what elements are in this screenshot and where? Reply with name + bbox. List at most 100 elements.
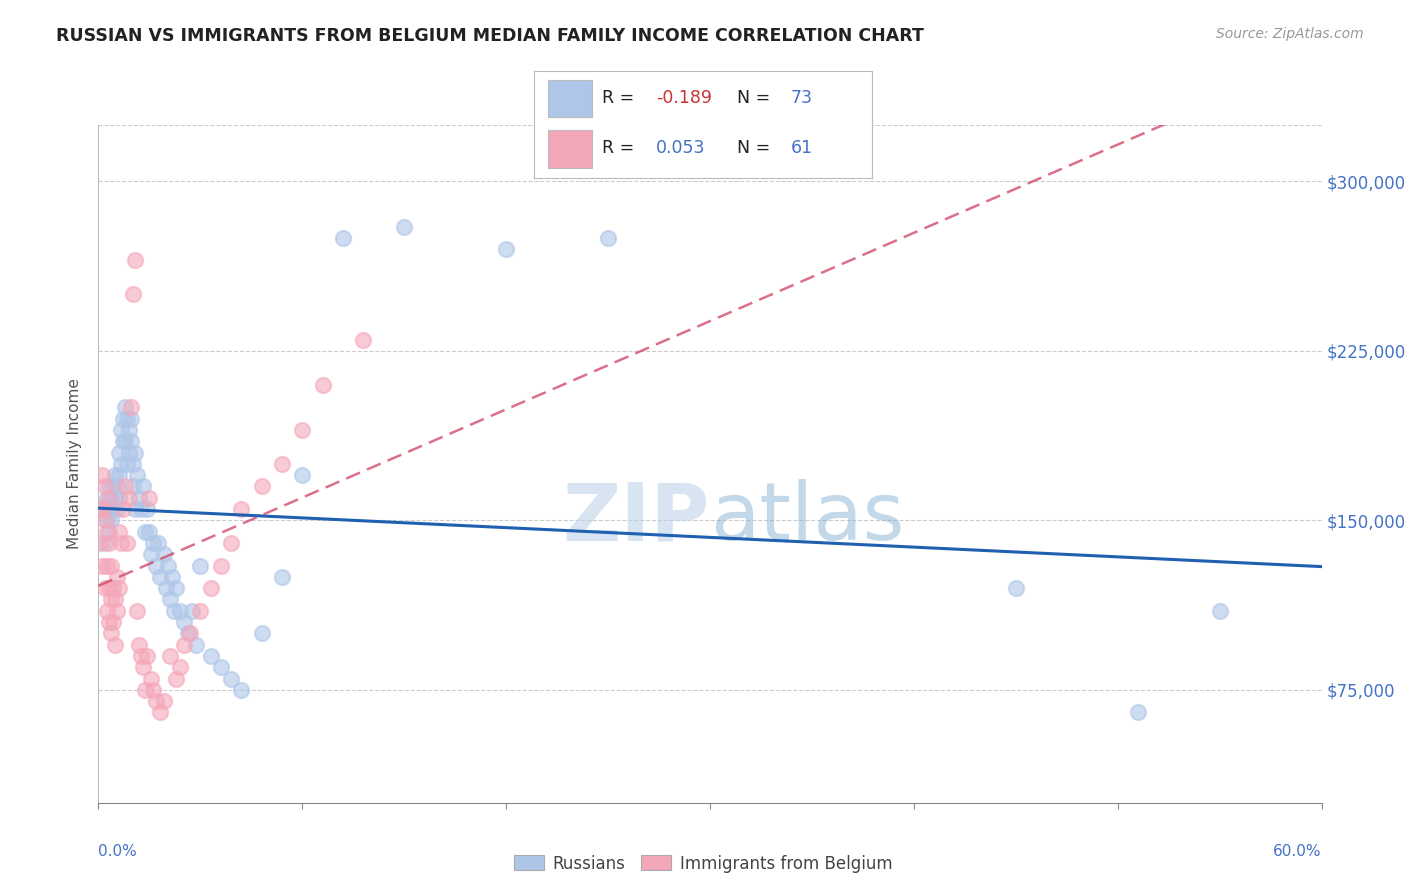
Point — [231, 682, 253, 697]
Point — [152, 694, 174, 708]
Point — [209, 660, 232, 674]
Point — [96, 604, 118, 618]
Point — [124, 445, 146, 459]
Point — [100, 592, 122, 607]
Point — [114, 479, 136, 493]
Point — [97, 536, 120, 550]
Point — [165, 672, 187, 686]
Point — [495, 242, 517, 256]
Point — [159, 648, 181, 663]
Text: R =: R = — [602, 139, 640, 157]
Point — [1004, 581, 1026, 595]
Point — [127, 604, 149, 618]
Point — [136, 502, 159, 516]
Point — [141, 672, 163, 686]
Point — [115, 457, 138, 471]
Point — [115, 411, 138, 425]
Point — [179, 626, 201, 640]
Point — [108, 468, 131, 483]
Point — [132, 660, 155, 674]
Point — [111, 434, 134, 449]
Point — [101, 615, 124, 629]
Y-axis label: Median Family Income: Median Family Income — [67, 378, 83, 549]
Point — [118, 423, 141, 437]
Point — [134, 524, 156, 539]
Text: -0.189: -0.189 — [655, 89, 711, 107]
Point — [101, 502, 124, 516]
Point — [142, 682, 165, 697]
Point — [120, 434, 142, 449]
Point — [173, 638, 195, 652]
Point — [97, 479, 120, 493]
Point — [120, 401, 142, 415]
Point — [165, 581, 187, 595]
Text: atlas: atlas — [710, 479, 904, 558]
Point — [96, 524, 118, 539]
Point — [91, 468, 114, 483]
Point — [122, 457, 145, 471]
Point — [89, 536, 111, 550]
Point — [96, 558, 118, 573]
Point — [122, 287, 145, 301]
FancyBboxPatch shape — [548, 130, 592, 168]
Point — [270, 570, 294, 584]
Point — [138, 524, 160, 539]
Point — [146, 536, 169, 550]
Point — [105, 479, 128, 493]
Point — [105, 604, 128, 618]
Point — [291, 468, 314, 483]
Text: ZIP: ZIP — [562, 479, 710, 558]
Text: 61: 61 — [790, 139, 813, 157]
Point — [177, 626, 200, 640]
Point — [108, 524, 131, 539]
Point — [270, 457, 294, 471]
Point — [104, 592, 127, 607]
Point — [1209, 604, 1232, 618]
Point — [104, 638, 127, 652]
Point — [108, 581, 131, 595]
Point — [181, 604, 204, 618]
Point — [149, 706, 172, 720]
Point — [163, 604, 186, 618]
Point — [188, 604, 212, 618]
Point — [169, 604, 191, 618]
Point — [114, 434, 136, 449]
Point — [219, 672, 242, 686]
Point — [91, 502, 114, 516]
FancyBboxPatch shape — [548, 80, 592, 118]
Text: 0.053: 0.053 — [655, 139, 706, 157]
Point — [91, 502, 114, 516]
Point — [149, 570, 172, 584]
Point — [118, 445, 141, 459]
Point — [115, 536, 138, 550]
Point — [173, 615, 195, 629]
Legend: Russians, Immigrants from Belgium: Russians, Immigrants from Belgium — [508, 848, 898, 880]
Point — [91, 558, 114, 573]
Point — [97, 524, 120, 539]
Point — [111, 502, 134, 516]
Point — [101, 479, 124, 493]
Point — [108, 491, 131, 505]
Point — [291, 423, 314, 437]
Point — [129, 502, 152, 516]
Point — [129, 648, 152, 663]
Point — [231, 502, 253, 516]
Text: 0.0%: 0.0% — [98, 845, 138, 859]
Point — [156, 558, 179, 573]
Point — [200, 648, 222, 663]
Point — [101, 581, 124, 595]
Point — [108, 445, 131, 459]
Point — [96, 513, 118, 527]
Point — [97, 615, 120, 629]
Point — [97, 581, 120, 595]
Point — [100, 491, 122, 505]
Point — [122, 479, 145, 493]
Point — [312, 377, 335, 392]
Point — [100, 558, 122, 573]
Point — [128, 491, 150, 505]
Point — [127, 468, 149, 483]
Point — [209, 558, 232, 573]
Point — [142, 536, 165, 550]
Point — [152, 547, 174, 561]
Point — [100, 626, 122, 640]
